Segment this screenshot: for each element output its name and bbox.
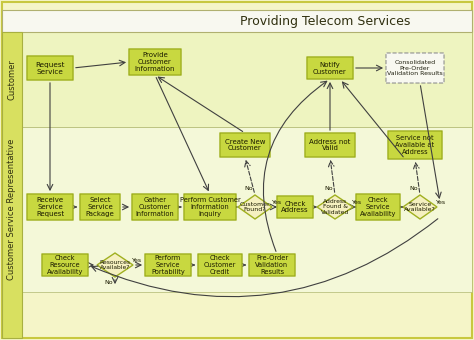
Text: Check
Resource
Availability: Check Resource Availability	[47, 255, 83, 275]
Text: Resources
Available?: Resources Available?	[100, 260, 130, 270]
FancyBboxPatch shape	[184, 194, 236, 220]
Text: Consolidated
Pre-Order
Validation Results: Consolidated Pre-Order Validation Result…	[387, 60, 443, 76]
Polygon shape	[97, 253, 133, 277]
Text: Customer: Customer	[8, 59, 17, 100]
Text: Providing Telecom Services: Providing Telecom Services	[240, 15, 410, 28]
FancyBboxPatch shape	[132, 194, 178, 220]
FancyBboxPatch shape	[198, 254, 242, 276]
Text: Customer
Found?: Customer Found?	[240, 202, 270, 212]
Text: Check
Service
Availability: Check Service Availability	[360, 197, 396, 217]
Text: Address not
Valid: Address not Valid	[310, 138, 351, 152]
Polygon shape	[403, 195, 437, 219]
FancyBboxPatch shape	[277, 196, 313, 218]
FancyBboxPatch shape	[356, 194, 400, 220]
FancyBboxPatch shape	[145, 254, 191, 276]
FancyBboxPatch shape	[27, 56, 73, 80]
FancyBboxPatch shape	[2, 10, 472, 32]
FancyBboxPatch shape	[129, 49, 181, 75]
Text: Yes: Yes	[272, 201, 282, 205]
Text: Yes: Yes	[352, 201, 362, 205]
Text: Select
Service
Package: Select Service Package	[86, 197, 114, 217]
Text: Request
Service: Request Service	[35, 62, 65, 74]
FancyBboxPatch shape	[80, 194, 120, 220]
FancyBboxPatch shape	[22, 32, 472, 127]
FancyBboxPatch shape	[27, 194, 73, 220]
Text: Create New
Customer: Create New Customer	[225, 138, 265, 152]
FancyBboxPatch shape	[305, 133, 355, 157]
FancyBboxPatch shape	[307, 57, 353, 79]
FancyBboxPatch shape	[2, 32, 22, 338]
FancyBboxPatch shape	[388, 131, 442, 159]
Text: Yes: Yes	[436, 201, 446, 205]
FancyBboxPatch shape	[386, 53, 444, 83]
FancyBboxPatch shape	[220, 133, 270, 157]
Text: Gather
Customer
Information: Gather Customer Information	[136, 197, 174, 217]
Text: No: No	[105, 280, 113, 286]
Text: Perform Customer
Information
Inquiry: Perform Customer Information Inquiry	[180, 197, 240, 217]
Text: No: No	[410, 187, 419, 191]
Text: Notify
Customer: Notify Customer	[313, 62, 347, 74]
Text: Receive
Service
Request: Receive Service Request	[36, 197, 64, 217]
Text: Address
Found &
Validated: Address Found & Validated	[321, 199, 349, 215]
Text: Customer Service Representative: Customer Service Representative	[8, 139, 17, 280]
Text: Check
Customer
Credit: Check Customer Credit	[204, 255, 236, 275]
Polygon shape	[238, 195, 272, 219]
Text: Yes: Yes	[132, 258, 142, 264]
FancyBboxPatch shape	[2, 2, 472, 338]
Text: Pre-Order
Validation
Results: Pre-Order Validation Results	[255, 255, 289, 275]
Text: No: No	[325, 187, 333, 191]
Polygon shape	[317, 195, 353, 219]
Text: No: No	[245, 187, 253, 191]
FancyBboxPatch shape	[22, 127, 472, 292]
Text: Provide
Customer
Information: Provide Customer Information	[135, 52, 175, 72]
Text: Service not
Available at
Address: Service not Available at Address	[395, 135, 435, 155]
Text: Check
Address: Check Address	[281, 201, 309, 214]
FancyBboxPatch shape	[249, 254, 295, 276]
FancyBboxPatch shape	[42, 254, 88, 276]
Text: Perform
Service
Portability: Perform Service Portability	[151, 255, 185, 275]
Text: Service
Available?: Service Available?	[404, 202, 436, 212]
